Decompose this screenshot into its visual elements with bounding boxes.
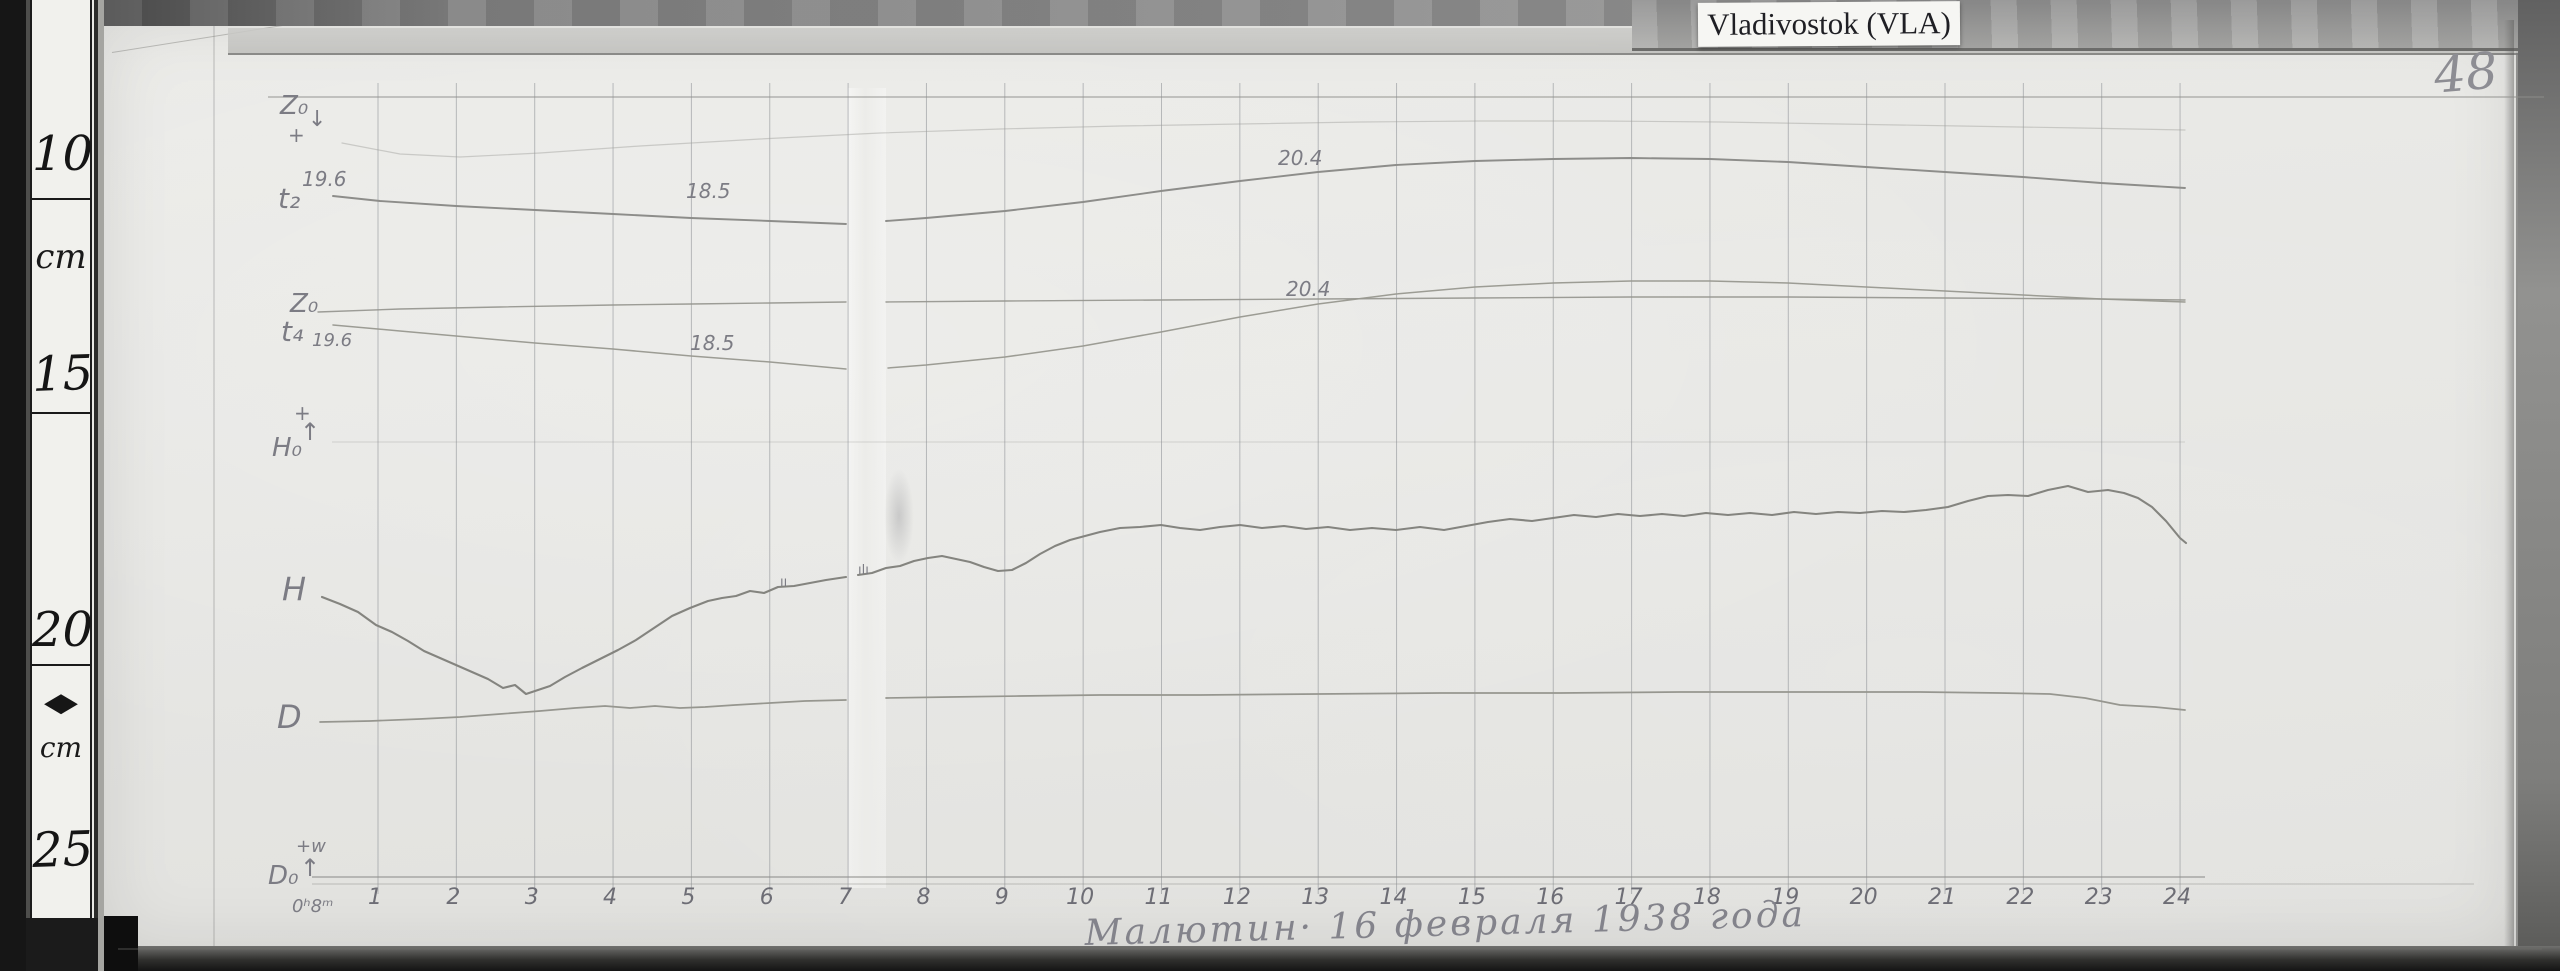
hour-tick-label: 10 [1066, 885, 1094, 910]
hour-tick-label: 9 [995, 885, 1009, 910]
pencil-smudge [884, 468, 914, 564]
hour-tick-label: 11 [1145, 885, 1173, 910]
hour-grid: 1 2 3 4 5 6 7 8 9 10 11 12 13 14 15 16 17 18 19 20 21 22 23 24 [368, 83, 2191, 910]
trace-gap-band [848, 88, 886, 888]
hour-tick-label: 18 [1693, 885, 1721, 910]
ruler-division-line [32, 412, 90, 414]
pencil-annotation: 20.4 [1278, 146, 1323, 170]
hour-tick-label: 15 [1458, 885, 1486, 910]
hour-tick-label: 21 [1928, 885, 1956, 910]
photo-background-bottom [0, 946, 2560, 971]
pencil-annotation: 19.6 [312, 330, 352, 351]
hour-tick-label: 5 [681, 885, 695, 910]
pencil-annotation: ↑ [300, 854, 320, 882]
hour-tick-label: 4 [603, 885, 617, 910]
hour-tick-label: 12 [1223, 885, 1251, 910]
ruler-mark-20: 20 [32, 602, 94, 658]
ruler: 10 cm 15 20 ◆ cm 25 [0, 0, 104, 971]
ruler-division-line [32, 664, 90, 666]
hour-tick-label: 6 [760, 885, 774, 910]
hour-tick-label: 22 [2006, 885, 2034, 910]
trace-d [319, 691, 2186, 723]
hour-tick-label: 7 [838, 885, 852, 910]
hour-tick-label: 23 [2085, 885, 2113, 910]
ruler-mark-10: 10 [32, 126, 94, 182]
hour-tick-label: 8 [916, 885, 930, 910]
ruler-unit-label: cm [35, 237, 87, 277]
pencil-annotation: 18.5 [690, 331, 735, 355]
hour-tick-label: 3 [525, 885, 539, 910]
hour-tick-label: 2 [446, 885, 460, 910]
diamond-logo-icon: ◆ [43, 688, 78, 718]
pencil-annotation: ↑ [300, 418, 320, 446]
ruler-face: 10 cm 15 20 ◆ cm 25 [30, 0, 94, 922]
paper-right-edge-shadow [2504, 20, 2514, 948]
paper-crease [213, 22, 215, 946]
trace-z-flat [317, 296, 2186, 313]
pencil-annotation: ılı [858, 563, 869, 578]
pencil-annotation: + [294, 401, 311, 425]
photo-background-right [2518, 0, 2560, 971]
trace-z-upper-faint [341, 120, 2186, 158]
hour-tick-label: 16 [1536, 885, 1564, 910]
hour-tick-label: 13 [1301, 885, 1329, 910]
pencil-annotation: ↓ [308, 107, 326, 132]
pencil-annotation: H₀ [272, 433, 303, 463]
pencil-annotation: 19.6 [302, 167, 347, 191]
pencil-annotation: + [288, 123, 305, 147]
pencil-annotation: H [282, 570, 306, 608]
pencil-annotation: t₄ [281, 315, 303, 348]
ruler-division-line [32, 198, 90, 200]
hour-tick-label: 19 [1771, 885, 1799, 910]
pencil-annotation: Z₀ [289, 289, 319, 319]
date-note: Малютин· 16 февраля 1938 года [1083, 894, 1806, 954]
hour-tick-label: 17 [1615, 885, 1643, 910]
hour-tick-label: 20 [1850, 885, 1878, 910]
ruler-unit-label: cm [39, 731, 83, 764]
chart-paper [104, 20, 2516, 948]
pencil-annotation: Z₀ [279, 91, 309, 121]
trace-t4 [332, 280, 2186, 370]
trace-h [320, 484, 2188, 696]
pencil-annotation: ıı [780, 575, 787, 590]
hour-tick-label: 14 [1380, 885, 1408, 910]
trace-t2 [332, 157, 2186, 225]
hour-tick-label: 1 [368, 885, 382, 910]
pencil-annotation: 20.4 [1286, 277, 1331, 301]
pencil-annotation: D [277, 698, 302, 736]
ruler-bottom-cap [26, 918, 98, 971]
pencil-annotation: D₀ [268, 861, 299, 891]
hour-tick-label: 24 [2163, 885, 2191, 910]
pencil-annotation: +w [296, 836, 326, 857]
pencil-annotation: t₂ [278, 182, 300, 215]
pencil-annotation: 0ʰ8ᵐ [292, 896, 333, 917]
pencil-annotation: 18.5 [686, 179, 731, 203]
